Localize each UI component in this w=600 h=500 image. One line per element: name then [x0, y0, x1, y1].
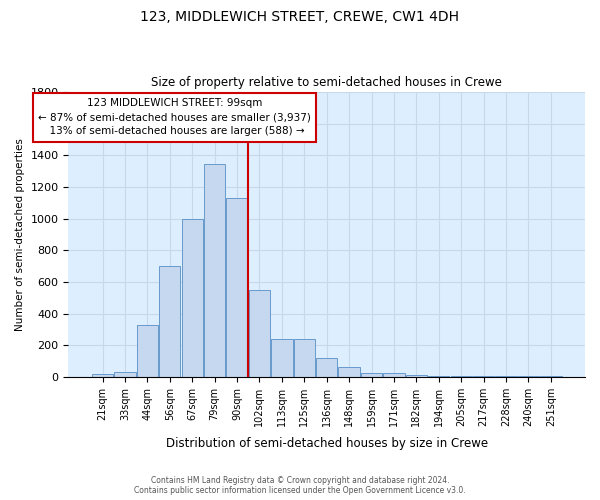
Bar [271, 339, 293, 377]
Bar [137, 326, 158, 377]
Y-axis label: Number of semi-detached properties: Number of semi-detached properties [15, 138, 25, 331]
Bar [249, 290, 270, 377]
Bar [204, 164, 225, 377]
Bar [92, 374, 113, 377]
Title: Size of property relative to semi-detached houses in Crewe: Size of property relative to semi-detach… [151, 76, 502, 90]
Bar [316, 358, 337, 377]
Text: Contains HM Land Registry data © Crown copyright and database right 2024.
Contai: Contains HM Land Registry data © Crown c… [134, 476, 466, 495]
Bar [361, 373, 382, 377]
Text: 123 MIDDLEWICH STREET: 99sqm
← 87% of semi-detached houses are smaller (3,937)
 : 123 MIDDLEWICH STREET: 99sqm ← 87% of se… [38, 98, 311, 136]
Bar [159, 266, 181, 377]
Bar [293, 339, 315, 377]
Bar [226, 198, 248, 377]
Bar [428, 376, 449, 377]
Bar [182, 218, 203, 377]
Bar [338, 366, 360, 377]
Bar [383, 373, 404, 377]
X-axis label: Distribution of semi-detached houses by size in Crewe: Distribution of semi-detached houses by … [166, 437, 488, 450]
Bar [406, 375, 427, 377]
Text: 123, MIDDLEWICH STREET, CREWE, CW1 4DH: 123, MIDDLEWICH STREET, CREWE, CW1 4DH [140, 10, 460, 24]
Bar [115, 372, 136, 377]
